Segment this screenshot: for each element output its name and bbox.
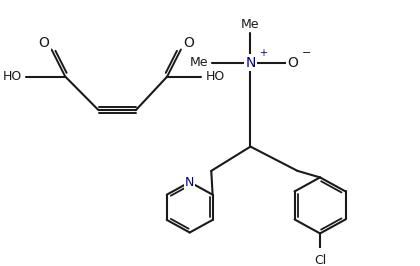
- Text: −: −: [302, 48, 311, 58]
- Text: O: O: [39, 36, 50, 51]
- Text: HO: HO: [205, 70, 225, 83]
- Text: N: N: [245, 56, 256, 70]
- Text: Me: Me: [190, 56, 208, 69]
- Text: Me: Me: [241, 18, 260, 31]
- Text: O: O: [183, 36, 194, 51]
- Text: O: O: [287, 56, 298, 70]
- Text: HO: HO: [3, 70, 22, 83]
- Text: N: N: [185, 176, 194, 189]
- Text: +: +: [259, 48, 267, 58]
- Text: Cl: Cl: [314, 254, 326, 266]
